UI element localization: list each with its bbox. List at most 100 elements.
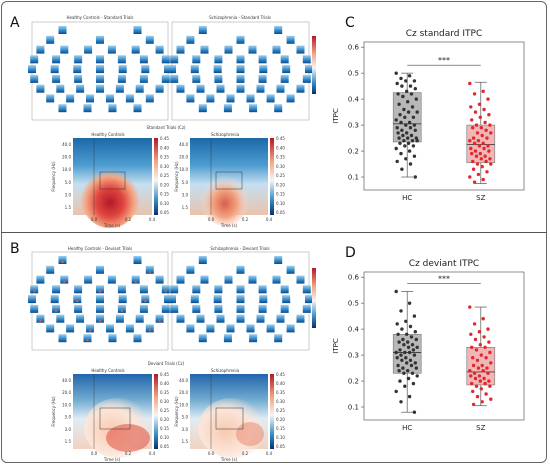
- topomap-tile: [125, 324, 134, 333]
- data-point: [469, 105, 473, 109]
- topomap-tile: [186, 324, 195, 333]
- tf-ytick: 3.0: [65, 427, 72, 432]
- panel-label-c: C: [345, 15, 355, 31]
- topomap-tile: [83, 104, 92, 113]
- topomap-tile: [186, 265, 195, 274]
- tf-left-title-b: Healthy Controls: [91, 368, 124, 373]
- data-point: [470, 345, 474, 349]
- topomap-tile: [60, 275, 69, 284]
- data-point: [482, 146, 486, 151]
- topomap-tile: [84, 275, 93, 284]
- topomap-tile: [190, 295, 199, 304]
- data-point: [486, 144, 490, 148]
- data-point: [401, 366, 405, 370]
- panel-a: Healthy Controls - Standard Trials Schiz…: [28, 15, 316, 228]
- data-point: [399, 400, 403, 404]
- data-point: [468, 369, 472, 373]
- data-point: [395, 126, 399, 130]
- topomap-tile: [96, 314, 104, 323]
- data-point: [484, 392, 488, 396]
- data-point: [394, 289, 398, 294]
- panel-label-d: D: [345, 245, 356, 261]
- data-point: [407, 74, 412, 78]
- topomap-tile: [198, 26, 207, 34]
- topomap-tile: [226, 94, 235, 103]
- data-point: [409, 133, 414, 138]
- tf-ytick: 3.0: [65, 192, 72, 197]
- topomap-tile: [96, 35, 104, 44]
- topomap-tile: [74, 285, 83, 294]
- tf-ytick: 20.0: [179, 390, 188, 395]
- topomap-tiles-hc-deviant: [28, 256, 172, 343]
- data-point: [400, 84, 404, 88]
- tf-colorbar-a-right: [270, 138, 274, 215]
- topomap-tile: [96, 295, 104, 304]
- data-point: [471, 167, 476, 171]
- topomap-tile: [296, 275, 305, 284]
- topomap-tile: [236, 35, 245, 44]
- topomap-tile: [60, 45, 69, 54]
- data-point: [488, 384, 492, 388]
- data-point: [476, 139, 481, 143]
- topomap-tile: [305, 65, 313, 74]
- tf-colorbar-a-left: [154, 138, 158, 215]
- data-point: [400, 128, 404, 132]
- topomap-tile: [84, 45, 93, 54]
- data-point: [489, 131, 493, 135]
- topomap-tile: [280, 74, 289, 83]
- data-point: [475, 131, 480, 135]
- data-point: [407, 120, 412, 125]
- tf-ytick: 1.5: [65, 439, 72, 444]
- data-point: [484, 128, 488, 132]
- data-point: [401, 94, 405, 99]
- data-point: [480, 400, 484, 404]
- data-point: [471, 402, 476, 407]
- data-point: [412, 154, 417, 158]
- data-point: [413, 87, 417, 91]
- topomap-tile: [145, 265, 154, 274]
- topomap-tile: [276, 84, 285, 93]
- tf-xtick: 0.0: [91, 451, 98, 456]
- topomap-tile: [118, 295, 127, 304]
- boxplot-deviant: Cz deviant ITPC 0.1 0.2 0.3 0.4 0.5 0.6 ITPC HC S…: [332, 259, 525, 432]
- data-point: [399, 151, 403, 156]
- data-point: [399, 353, 403, 357]
- y-tick-label: 0.2: [348, 148, 359, 156]
- tf-cbar-tick: 0.25: [276, 173, 285, 178]
- data-point: [405, 131, 409, 135]
- topomap-tile: [28, 295, 36, 304]
- topomap-tile: [108, 334, 117, 343]
- topomap-tile: [272, 275, 281, 284]
- data-point: [407, 350, 412, 355]
- tf-cbar-tick: 0.25: [160, 408, 169, 413]
- y-tick-label: 0.5: [348, 300, 359, 308]
- tf-cbar-tick: 0.05: [160, 210, 169, 215]
- data-point: [471, 389, 475, 394]
- topomap-tile: [117, 55, 126, 64]
- data-point: [404, 123, 408, 127]
- y-tick-label: 0.1: [348, 174, 359, 182]
- topomap-tile: [236, 55, 245, 64]
- topomap-tile: [139, 74, 148, 83]
- topomap-tile: [36, 314, 45, 323]
- topomap-tile: [161, 55, 170, 64]
- topomap-tile-hotspot: [99, 290, 101, 293]
- data-point: [486, 327, 490, 331]
- topomap-tile: [248, 45, 257, 54]
- topomap-tile: [46, 265, 55, 274]
- topomap-tile: [74, 55, 83, 64]
- tf-ylabel: Frequency (Hz): [51, 161, 56, 192]
- topomap-tile: [259, 65, 268, 74]
- tf-ytick: 10.0: [179, 402, 188, 407]
- x-tick-label: SZ: [476, 194, 485, 202]
- topomap-title-sz-deviant: Schizophrenia - Deviant Trials: [210, 246, 269, 251]
- topomap-title-sz-standard: Schizophrenia - Standard Trials: [209, 15, 271, 20]
- data-point: [404, 356, 408, 360]
- topomap-tile: [155, 275, 164, 284]
- topomap-tile: [141, 65, 150, 74]
- y-tick-label: 0.2: [348, 378, 359, 386]
- tf-cbar-tick: 0.30: [160, 164, 169, 169]
- topomap-tile: [36, 275, 45, 284]
- tf-ytick: 40.0: [62, 378, 71, 383]
- data-point: [405, 361, 409, 365]
